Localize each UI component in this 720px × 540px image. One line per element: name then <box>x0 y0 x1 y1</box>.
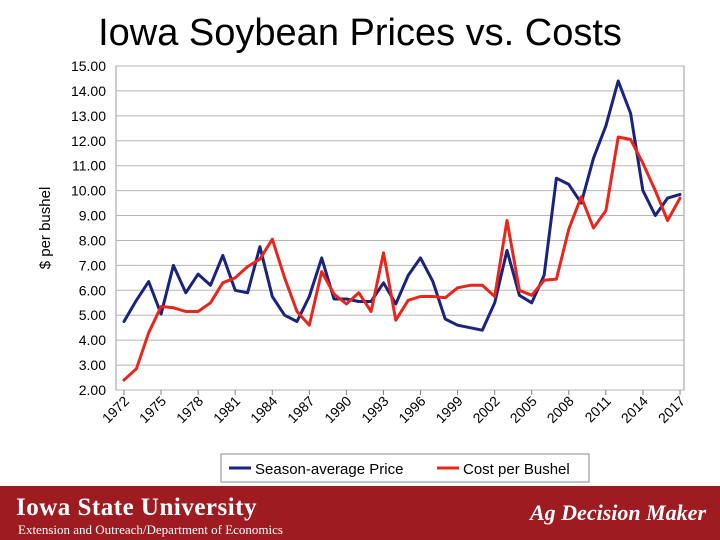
y-tick-label: 11.00 <box>72 158 106 174</box>
y-tick-label: 5.00 <box>79 307 106 323</box>
y-tick-label: 13.00 <box>71 108 106 124</box>
legend-box <box>220 453 590 483</box>
series-line-cost <box>122 135 682 382</box>
series-lines <box>122 79 682 382</box>
x-tick-label: 1975 <box>136 393 169 426</box>
x-tick-label: 1993 <box>358 393 391 426</box>
series-line-price <box>122 79 682 332</box>
x-tick-label: 1987 <box>284 393 317 426</box>
y-tick-label: 3.00 <box>79 357 106 373</box>
y-tick-label: 14.00 <box>71 83 106 99</box>
plot-area <box>115 65 685 391</box>
university-logo-text: Iowa State University <box>16 494 258 521</box>
y-tick-label: 6.00 <box>79 282 106 298</box>
y-tick-label: 4.00 <box>79 332 106 348</box>
x-tick-label: 2005 <box>507 393 540 426</box>
slide-title: Iowa Soybean Prices vs. Costs <box>98 12 622 54</box>
x-tick-label: 1996 <box>395 393 428 426</box>
legend: Season-average Price Cost per Bushel <box>220 453 590 483</box>
y-tick-label: 10.00 <box>71 183 106 199</box>
x-tick-label: 2014 <box>618 393 651 426</box>
x-tick-label: 2008 <box>544 393 577 426</box>
x-tick-labels: 1972 1975 1978 1981 1984 1987 1990 1993 1996 1999… <box>99 390 688 426</box>
x-tick-label: 2002 <box>469 393 502 426</box>
footer-subtitle: Extension and Outreach/Department of Eco… <box>18 522 283 537</box>
x-tick-label: 1978 <box>173 393 206 426</box>
x-tick-label: 1984 <box>247 393 280 426</box>
x-tick-label: 2011 <box>581 393 614 426</box>
y-tick-labels: 2.00 3.00 4.00 5.00 6.00 7.00 8.00 9.00 10.00 11.… <box>71 58 106 398</box>
y-tick-label: 9.00 <box>79 208 106 224</box>
chart: 2.00 3.00 4.00 5.00 6.00 7.00 8.00 9.00 10.00 11.… <box>37 58 688 483</box>
brand-label: Ag Decision Maker <box>530 500 706 525</box>
y-tick-label: 8.00 <box>79 232 106 248</box>
y-axis-label: $ per bushel <box>37 187 54 270</box>
gridlines <box>116 65 684 391</box>
x-tick-label: 1981 <box>210 393 243 426</box>
legend-entry: Season-average Price <box>255 461 403 478</box>
x-tick-label: 1999 <box>432 393 465 426</box>
y-tick-label: 2.00 <box>79 382 106 398</box>
footer-bar: Iowa State University Extension and Outr… <box>0 486 720 540</box>
legend-entry: Cost per Bushel <box>463 461 570 478</box>
x-tick-label: 1990 <box>321 393 354 426</box>
y-tick-label: 7.00 <box>79 257 106 273</box>
y-tick-label: 15.00 <box>71 58 106 74</box>
x-tick-label: 2017 <box>655 393 688 426</box>
y-tick-label: 12.00 <box>71 133 106 149</box>
